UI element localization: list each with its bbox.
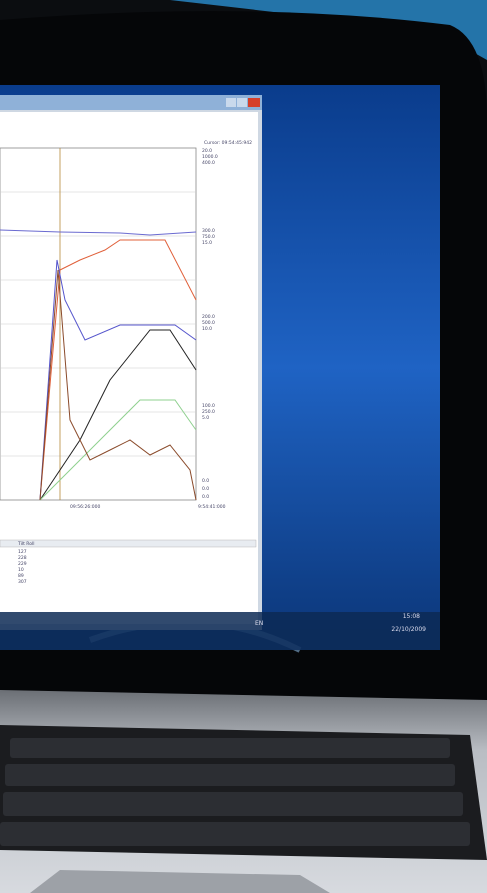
trace-blue bbox=[39, 259, 197, 501]
table-value: 228 bbox=[18, 555, 27, 561]
axis-label: 200.0 bbox=[202, 314, 215, 320]
cursor-label: Cursor: 09:54:45:942 bbox=[204, 140, 252, 146]
table-value: 10 bbox=[18, 567, 24, 573]
keys bbox=[0, 738, 470, 846]
clock-date: 22/10/2009 bbox=[391, 626, 426, 633]
axis-label: 10.0 bbox=[202, 326, 212, 332]
table-value: 89 bbox=[18, 573, 24, 579]
backdrop-glow bbox=[170, 0, 487, 60]
clock-time: 15:08 bbox=[403, 613, 420, 620]
table-header bbox=[0, 539, 257, 548]
min-button[interactable] bbox=[226, 98, 236, 107]
axis-label: 5.0 bbox=[202, 415, 209, 421]
axis-label: 0.0 bbox=[202, 478, 209, 484]
taskbar bbox=[0, 612, 440, 650]
title-bar bbox=[0, 95, 262, 110]
touchpad bbox=[30, 870, 330, 893]
axis-label: 250.0 bbox=[202, 409, 215, 415]
language: EN bbox=[255, 620, 263, 627]
x-label: 09:56:26:000 bbox=[70, 504, 100, 510]
axis-label: 750.0 bbox=[202, 234, 215, 240]
trace-orange bbox=[39, 239, 197, 501]
axis-label: 0.0 bbox=[202, 486, 209, 492]
table-value: 307 bbox=[18, 579, 27, 585]
axis-label: 100.0 bbox=[202, 403, 215, 409]
close-button[interactable] bbox=[248, 98, 260, 107]
table-value: 229 bbox=[18, 561, 27, 567]
trace-brown bbox=[39, 269, 197, 501]
axis-label: 500.0 bbox=[202, 320, 215, 326]
axis-label: 400.0 bbox=[202, 160, 215, 166]
trace-black bbox=[39, 329, 197, 501]
table-header-text: Tilt Roll bbox=[17, 541, 34, 547]
table-value: 127 bbox=[18, 549, 27, 555]
axis-label: 1000.0 bbox=[202, 154, 218, 160]
x-label: 9:54:41:000 bbox=[198, 504, 226, 510]
axis-label: 0.0 bbox=[202, 494, 209, 500]
axis-label: 15.0 bbox=[202, 240, 212, 246]
axis-label: 20.0 bbox=[202, 148, 212, 154]
trace-blue-top bbox=[0, 229, 197, 236]
trace-green bbox=[39, 399, 197, 501]
grid bbox=[0, 191, 196, 457]
max-button[interactable] bbox=[237, 98, 247, 107]
axis-label: 300.0 bbox=[202, 228, 215, 234]
